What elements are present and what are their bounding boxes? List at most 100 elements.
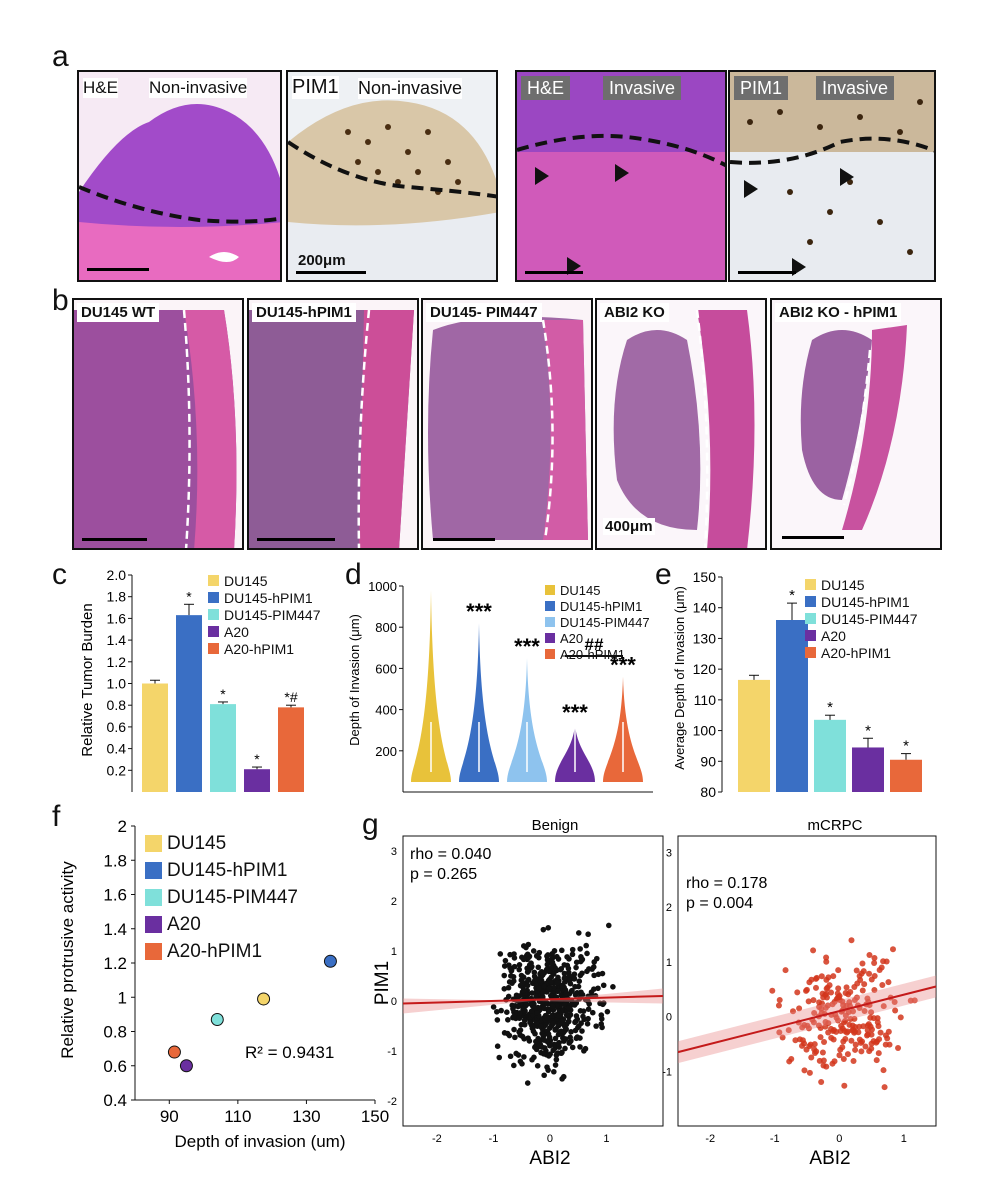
legend-item: DU145-hPIM1 — [545, 598, 650, 614]
g1-point — [580, 1008, 587, 1014]
g2-point — [810, 1019, 817, 1026]
legend-e: DU145 DU145-hPIM1 DU145-PIM447 A20 A20-hPIM1 — [805, 576, 918, 661]
legend-swatch — [545, 617, 555, 627]
g1-point — [535, 964, 542, 971]
du145-wt-label: DU145 WT — [77, 303, 160, 322]
c-bar — [176, 615, 202, 792]
f-y-tick-label: 0.8 — [103, 1023, 127, 1042]
g1-point — [605, 922, 612, 929]
f-points — [167, 954, 337, 1073]
g2-point — [839, 1044, 846, 1051]
g2-point — [859, 987, 866, 994]
g2-point — [839, 998, 846, 1005]
legend-label: DU145 — [224, 572, 268, 589]
g1-point — [559, 983, 565, 989]
g1-point — [582, 1045, 589, 1052]
d-significance: *** — [466, 599, 492, 624]
g2-point — [782, 967, 789, 974]
g1-point — [511, 1026, 517, 1033]
g2-point — [785, 1027, 792, 1034]
g1-point — [524, 951, 531, 958]
f-point — [257, 992, 271, 1006]
g1-point — [549, 959, 556, 966]
e-significance: * — [865, 722, 871, 739]
g2-point — [844, 1051, 851, 1058]
pim1-noninvasive-state: Non-invasive — [358, 78, 463, 99]
f-y-tick-label: 1.6 — [103, 886, 127, 905]
g2-x-label: ABI2 — [809, 1148, 850, 1169]
f-axes: 0.4 0.6 0.8 1 1.2 1.4 1.6 1.8 2 90 110 130 150 — [103, 817, 389, 1126]
g1-point — [546, 1053, 552, 1059]
legend-label: DU145 — [560, 582, 601, 598]
legend-item: A20-hPIM1 — [545, 646, 650, 662]
legend-c: DU145 DU145-hPIM1 DU145-PIM447 A20 A20-hPIM1 — [208, 572, 321, 657]
abi2-ko-art — [597, 300, 765, 548]
legend-label: A20-hPIM1 — [224, 640, 295, 657]
g2-point — [842, 1017, 849, 1024]
g1-point — [541, 983, 548, 990]
e-bar — [852, 747, 884, 792]
g1-point — [589, 1009, 596, 1016]
g2-point — [891, 998, 898, 1005]
g1-point — [517, 982, 524, 989]
legend-swatch — [805, 630, 816, 641]
g1-point — [516, 966, 523, 973]
g1-point — [546, 985, 553, 992]
d-y-axis: 200 400 600 800 1000 — [368, 579, 653, 793]
legend-swatch — [805, 579, 816, 590]
c-bar — [244, 769, 270, 792]
c-significance: *# — [284, 689, 297, 705]
g2-point — [892, 1007, 899, 1014]
g1-point — [598, 1016, 605, 1022]
legend-swatch — [145, 835, 162, 852]
f-x-label: Depth of invasion (um) — [174, 1132, 345, 1151]
legend-item: DU145-PIM447 — [545, 614, 650, 630]
g1-point — [540, 1050, 547, 1057]
g1-point — [529, 963, 535, 970]
g2-point — [868, 976, 875, 983]
g2-point — [897, 1014, 904, 1021]
g1-point — [561, 962, 568, 968]
g1-p: p = 0.265 — [410, 866, 477, 883]
g1-point — [551, 1068, 557, 1075]
legend-label: DU145-PIM447 — [821, 610, 918, 627]
g1-point — [524, 982, 531, 989]
g1-point — [511, 1013, 517, 1020]
legend-f: DU145 DU145-hPIM1 DU145-PIM447 A20 A20-hPIM1 — [145, 830, 298, 965]
d-violins: ************## — [411, 590, 643, 782]
g1-point — [531, 1054, 537, 1061]
g1-point — [531, 969, 538, 976]
g1-point — [555, 1040, 562, 1047]
g1-point — [560, 1073, 567, 1080]
du145-wt-image: DU145 WT — [72, 298, 244, 550]
f-y-tick-label: 1 — [118, 988, 127, 1007]
g1-point — [540, 989, 546, 996]
g2-point — [873, 1057, 880, 1064]
d-y-tick-label: 600 — [375, 661, 397, 676]
d-significance: *** — [514, 634, 540, 659]
g1-point — [585, 1015, 591, 1022]
g2-point — [801, 1067, 808, 1074]
scale-bar — [296, 271, 366, 274]
g1-point — [557, 966, 564, 973]
g1-point — [505, 1016, 511, 1023]
e-bar — [776, 620, 808, 792]
c-y-tick-label: 1.0 — [107, 676, 127, 692]
e-y-tick-label: 140 — [693, 600, 717, 616]
legend-item: A20 — [545, 630, 650, 646]
g2-point — [848, 937, 855, 944]
legend-item: DU145-hPIM1 — [805, 593, 918, 610]
f-y-tick-label: 1.4 — [103, 920, 127, 939]
f-x-tick-label: 90 — [160, 1107, 179, 1126]
legend-swatch — [805, 613, 816, 624]
g2-rho: rho = 0.178 — [686, 875, 768, 892]
g2-point — [803, 987, 810, 994]
g1-point — [567, 980, 574, 987]
e-significance: * — [789, 587, 795, 604]
g1-point — [547, 992, 554, 999]
g1-point — [550, 971, 557, 977]
g2-point — [882, 1041, 889, 1048]
g1-confidence-band — [403, 988, 663, 1014]
g2-point — [868, 1045, 875, 1052]
